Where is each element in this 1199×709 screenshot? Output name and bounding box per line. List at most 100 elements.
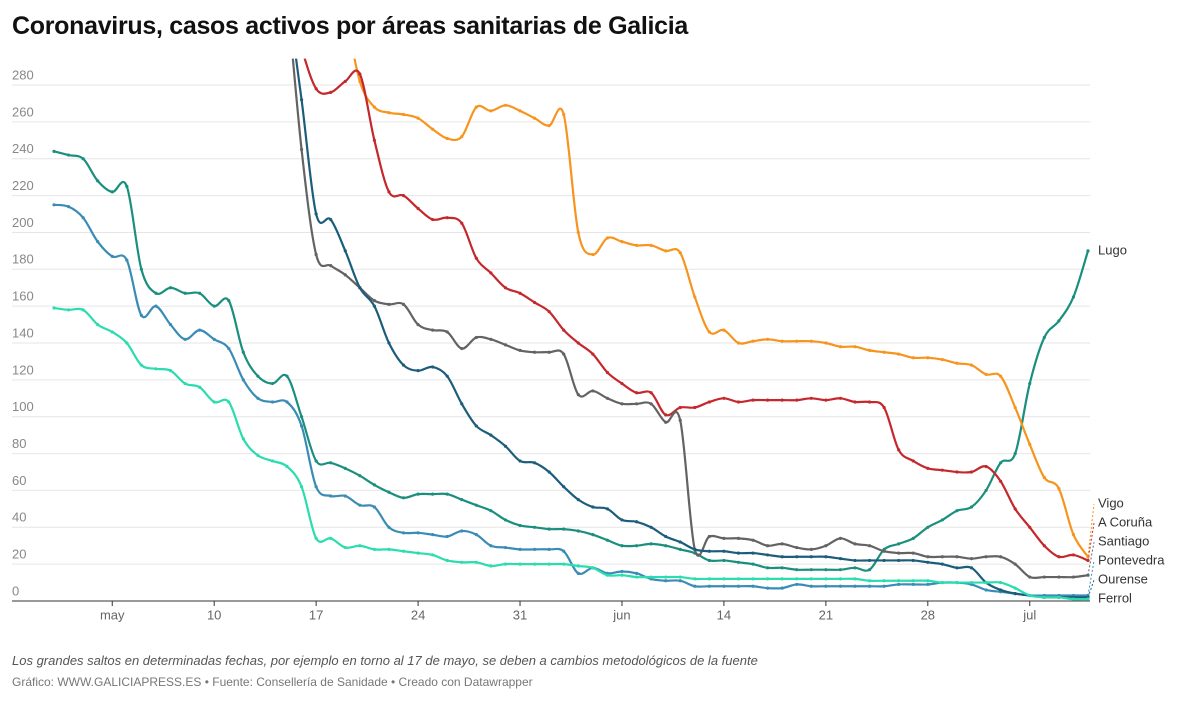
data-point <box>562 112 566 117</box>
data-point <box>882 579 886 583</box>
data-point <box>940 468 944 472</box>
data-point <box>431 365 435 369</box>
data-point <box>474 533 478 537</box>
data-point <box>867 558 872 563</box>
data-point <box>678 405 682 410</box>
data-point <box>270 459 275 463</box>
data-point <box>358 79 362 83</box>
data-point <box>518 547 522 552</box>
data-point <box>139 313 143 317</box>
data-point <box>751 577 755 581</box>
data-point <box>853 566 857 570</box>
x-tick-label: jul <box>1022 607 1036 622</box>
data-point <box>387 302 391 306</box>
data-point <box>329 461 333 465</box>
data-point <box>401 112 406 117</box>
data-point <box>809 577 813 581</box>
data-point <box>125 341 129 345</box>
y-tick-label: 160 <box>12 289 34 304</box>
y-tick-label: 20 <box>12 547 26 562</box>
data-point <box>809 547 813 552</box>
data-point <box>547 310 551 314</box>
data-point <box>649 243 653 247</box>
data-point <box>634 571 639 575</box>
data-point <box>270 400 275 404</box>
data-point <box>387 111 391 115</box>
data-point <box>707 400 711 404</box>
x-tick-label: 31 <box>513 607 527 622</box>
data-point <box>401 549 406 553</box>
chart-title: Coronavirus, casos activos por áreas san… <box>12 12 688 40</box>
data-point <box>52 149 56 153</box>
data-point <box>882 558 886 563</box>
data-point <box>649 542 653 546</box>
data-point <box>1071 553 1076 557</box>
data-point <box>809 555 813 559</box>
data-point <box>766 586 770 590</box>
y-tick-label: 240 <box>12 141 34 156</box>
data-point <box>285 374 289 378</box>
data-point <box>329 217 333 222</box>
data-point <box>620 518 624 522</box>
data-point <box>198 291 202 295</box>
data-point <box>299 485 304 489</box>
data-point <box>853 584 857 588</box>
data-point <box>372 547 376 552</box>
x-tick-label: 24 <box>411 607 425 622</box>
data-point <box>1013 451 1017 456</box>
data-point <box>940 518 944 522</box>
label-connector <box>1087 542 1095 576</box>
data-point <box>838 345 843 349</box>
data-point <box>780 339 784 343</box>
data-point <box>766 566 770 570</box>
y-tick-label: 260 <box>12 104 34 119</box>
data-point <box>431 533 435 537</box>
y-tick-label: 40 <box>12 510 26 525</box>
data-point <box>562 328 566 332</box>
x-tick-label: 17 <box>309 607 323 622</box>
data-point <box>882 584 886 588</box>
data-point <box>576 230 580 235</box>
data-point <box>139 267 143 271</box>
data-point <box>867 579 872 583</box>
data-point <box>387 341 391 345</box>
data-point <box>853 345 857 349</box>
series-label: Vigo <box>1098 496 1124 511</box>
data-point <box>489 109 493 113</box>
data-point <box>897 448 901 452</box>
data-point <box>664 249 668 253</box>
data-point <box>110 254 114 259</box>
data-point <box>1057 486 1061 491</box>
data-point <box>591 505 595 509</box>
data-point <box>940 580 944 585</box>
data-point <box>154 291 158 295</box>
data-point <box>110 330 114 334</box>
series-label: A Coruña <box>1098 515 1153 530</box>
data-point <box>562 562 566 566</box>
data-point <box>940 555 944 559</box>
data-point <box>401 496 406 500</box>
plot-area <box>52 47 1090 601</box>
data-point <box>576 341 580 345</box>
data-point <box>620 402 624 406</box>
data-point <box>518 348 522 352</box>
label-connector <box>1087 504 1095 557</box>
data-point <box>445 216 449 220</box>
data-point <box>168 369 173 373</box>
data-point <box>52 306 56 310</box>
series-label: Ferrol <box>1098 591 1132 606</box>
data-point <box>518 291 522 295</box>
data-point <box>940 562 944 566</box>
data-point <box>300 47 303 50</box>
data-point <box>911 558 915 563</box>
x-tick-label: jun <box>612 607 630 622</box>
data-point <box>678 251 682 255</box>
data-point <box>882 350 886 354</box>
data-point <box>299 415 304 419</box>
data-point <box>139 363 143 367</box>
data-point <box>358 72 362 76</box>
data-point <box>285 464 289 469</box>
data-point <box>460 560 464 564</box>
data-point <box>1071 597 1076 601</box>
data-point <box>285 400 289 404</box>
